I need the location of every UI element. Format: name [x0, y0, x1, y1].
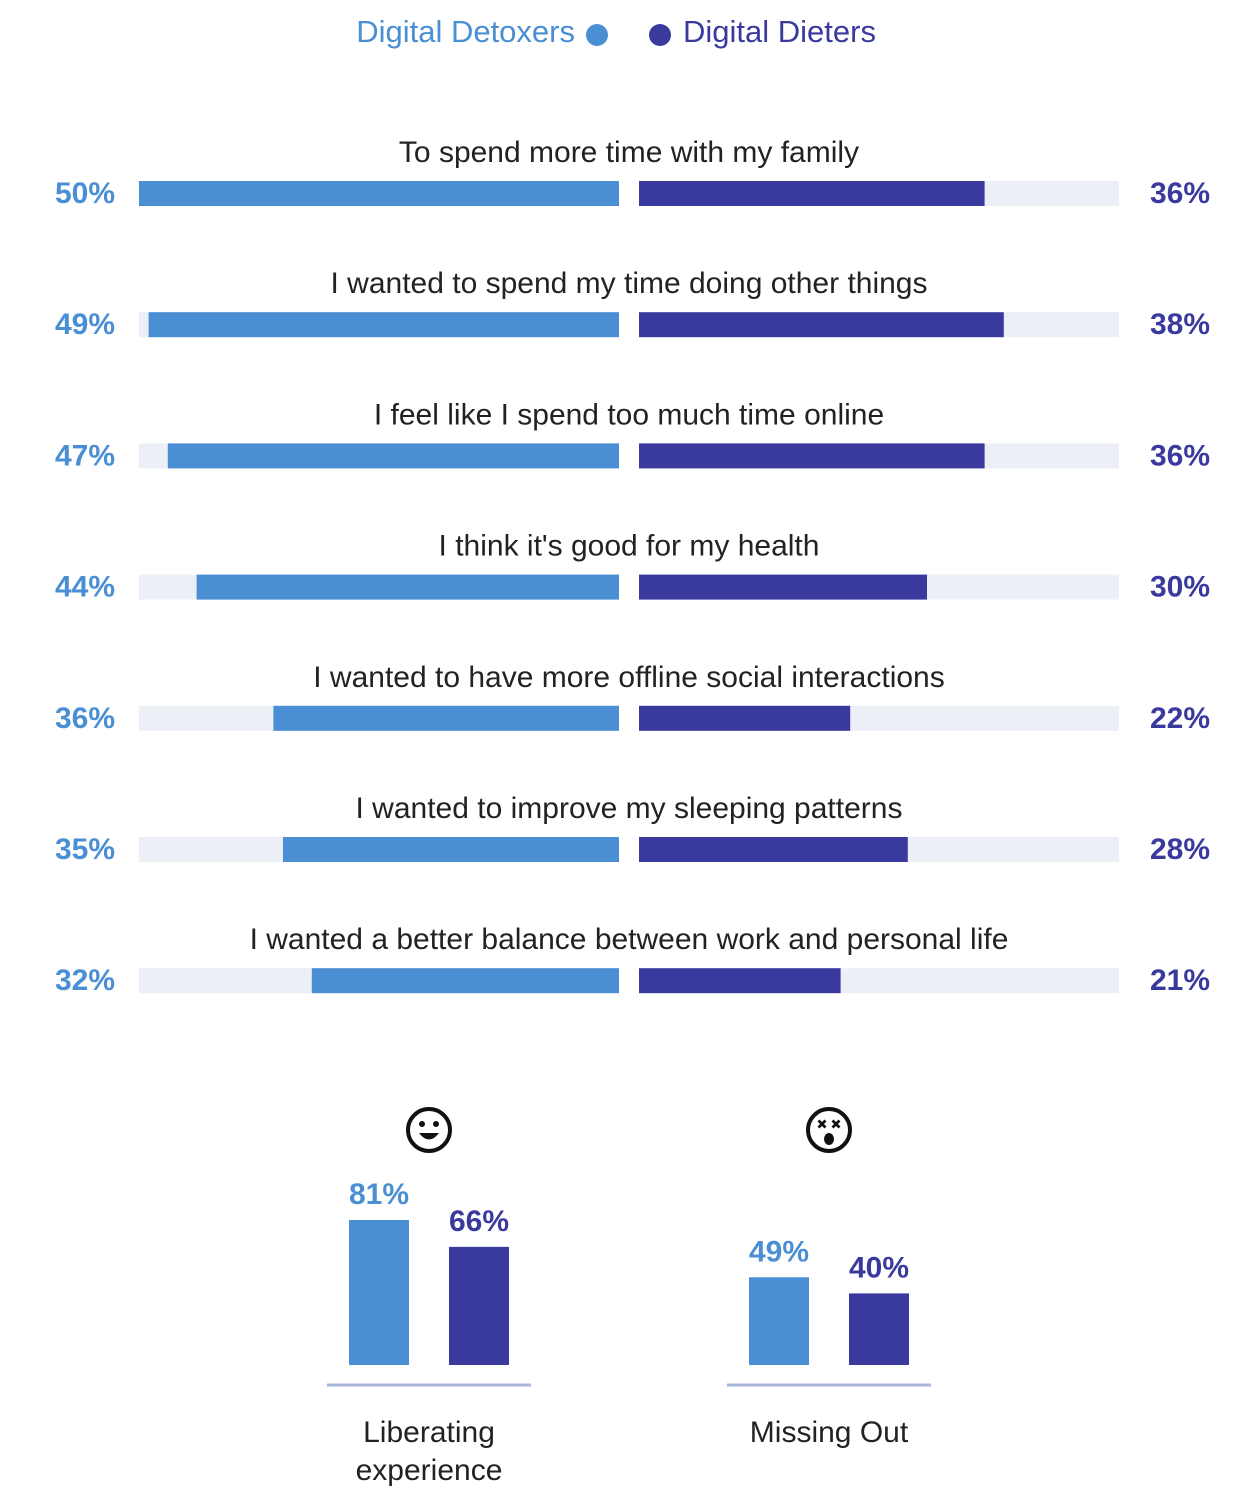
bar-dieters [849, 1293, 909, 1365]
legend-label-detoxers: Digital Detoxers [356, 14, 575, 49]
legend-label-dieters: Digital Dieters [683, 14, 876, 49]
value-label-dieters: 30% [1150, 571, 1210, 604]
bar-detoxers [283, 837, 619, 862]
legend-dot-detoxers [586, 24, 608, 46]
summary-group: 49% 40% Missing Out [727, 1107, 931, 1449]
value-label-detoxers: 81% [349, 1178, 409, 1211]
bar-dieters [449, 1246, 509, 1365]
bar-dieters [639, 574, 927, 600]
value-label-detoxers: 32% [55, 964, 115, 997]
bar-dieters [639, 837, 908, 862]
category-label: I wanted to improve my sleeping patterns [356, 792, 903, 825]
value-label-detoxers: 36% [55, 702, 115, 735]
summary-group: 81% 66% Liberating experience [327, 1107, 531, 1487]
value-label-detoxers: 49% [749, 1235, 809, 1268]
bar-dieters [639, 312, 1004, 338]
legend-dot-dieters [649, 24, 671, 46]
value-label-dieters: 36% [1150, 177, 1210, 210]
value-label-dieters: 38% [1150, 308, 1210, 341]
diverging-bar-chart: To spend more time with my family 50% 36% I… [55, 136, 1210, 997]
bar-detoxers [311, 968, 619, 994]
category-label: I think it's good for my health [439, 530, 820, 563]
bar-detoxers [167, 443, 620, 469]
summary-bar-chart: 81% 66% Liberating experience 49% 40% Missing … [327, 1107, 931, 1487]
category-label: I feel like I spend too much time online [374, 398, 884, 431]
bar-dieters [639, 968, 841, 994]
value-label-detoxers: 47% [55, 439, 115, 472]
value-label-dieters: 36% [1150, 439, 1210, 472]
value-label-detoxers: 44% [55, 571, 115, 604]
value-label-dieters: 28% [1150, 833, 1210, 866]
bar-detoxers [196, 574, 619, 600]
category-label: I wanted to spend my time doing other th… [330, 267, 927, 300]
category-label: Liberating experience [356, 1416, 503, 1487]
bar-detoxers [273, 705, 619, 731]
dizzy-face-icon [806, 1107, 852, 1153]
category-label: To spend more time with my family [399, 136, 859, 169]
value-label-dieters: 66% [449, 1205, 509, 1238]
value-label-detoxers: 49% [55, 308, 115, 341]
category-label: I wanted to have more offline social int… [313, 661, 944, 694]
value-label-detoxers: 35% [55, 833, 115, 866]
value-label-dieters: 40% [849, 1251, 909, 1284]
value-label-dieters: 22% [1150, 702, 1210, 735]
bar-dieters [639, 705, 851, 731]
value-label-detoxers: 50% [55, 177, 115, 210]
bar-dieters [639, 181, 985, 206]
smiley-face-icon [406, 1107, 452, 1153]
value-label-dieters: 21% [1150, 964, 1210, 997]
bar-detoxers [749, 1277, 809, 1365]
legend: Digital Detoxers Digital Dieters [356, 14, 876, 49]
category-label: Missing Out [750, 1416, 909, 1449]
bar-detoxers [349, 1220, 409, 1365]
bar-detoxers [148, 312, 619, 338]
bar-detoxers [139, 181, 619, 206]
bar-dieters [639, 443, 985, 469]
category-label: I wanted a better balance between work a… [250, 923, 1009, 956]
